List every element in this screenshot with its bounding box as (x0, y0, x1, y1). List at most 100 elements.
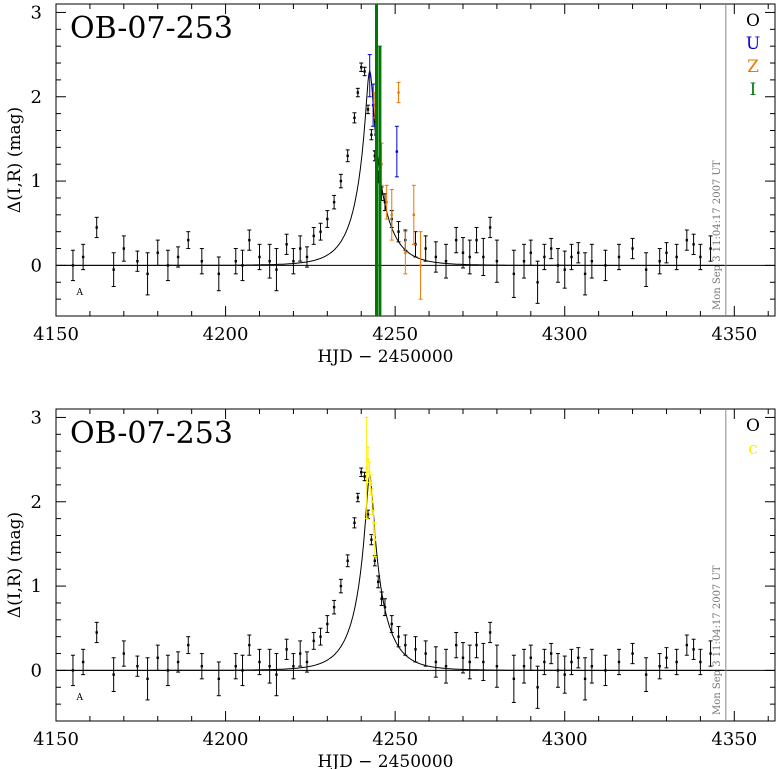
data-point (353, 521, 356, 525)
data-point (685, 643, 689, 647)
data-point (522, 259, 526, 263)
data-point (312, 234, 315, 238)
data-point (136, 664, 139, 668)
x-tick-label: 4300 (542, 324, 588, 345)
data-point (285, 648, 288, 651)
data-point (353, 116, 356, 120)
data-point (298, 652, 302, 655)
data-point (366, 108, 370, 111)
data-point (390, 213, 393, 217)
data-point (305, 660, 309, 664)
y-tick-label: 2 (31, 87, 42, 108)
data-point (339, 584, 343, 588)
data-point (383, 200, 387, 204)
legend-entry: Z (747, 57, 759, 77)
data-point (529, 251, 533, 254)
data-point (380, 192, 383, 195)
x-axis-label: HJD − 2450000 (317, 752, 453, 769)
data-point (95, 226, 98, 229)
data-point (339, 179, 343, 183)
data-point (346, 559, 349, 562)
data-point (590, 664, 594, 668)
small-marker-label: A (75, 288, 83, 298)
data-point (397, 230, 400, 233)
data-point (536, 686, 539, 689)
data-point (326, 217, 329, 221)
data-point (176, 255, 180, 259)
x-tick-label: 4150 (33, 324, 79, 345)
data-point (366, 513, 370, 516)
data-point (390, 622, 393, 626)
data-point (685, 238, 689, 242)
data-point (376, 175, 380, 179)
legend-entry: O (746, 11, 760, 31)
data-point (617, 255, 621, 259)
data-point (370, 133, 373, 136)
data-point (444, 664, 448, 668)
data-point (332, 200, 336, 204)
data-point (368, 471, 371, 474)
data-point (543, 660, 546, 664)
data-point (366, 458, 370, 461)
data-point (248, 238, 251, 242)
data-point (488, 631, 492, 634)
data-point (241, 264, 244, 267)
data-point (475, 643, 478, 647)
data-point (468, 660, 471, 664)
data-point (275, 268, 278, 271)
y-tick-label: 0 (31, 660, 42, 681)
legend-entry: I (750, 80, 757, 100)
chart-title: OB-07-253 (70, 11, 233, 46)
data-point (346, 154, 349, 157)
data-point (468, 255, 471, 259)
data-point (577, 251, 580, 254)
data-point (378, 179, 382, 183)
data-point (258, 660, 261, 664)
data-point (146, 272, 149, 276)
data-point (376, 580, 380, 584)
data-point (373, 538, 377, 541)
data-point (692, 648, 695, 651)
data-point (122, 247, 126, 250)
data-point (187, 643, 190, 647)
data-point (380, 163, 383, 166)
data-point (549, 652, 553, 655)
data-point (365, 466, 368, 470)
data-point (217, 272, 220, 276)
data-point (563, 673, 566, 676)
data-point (363, 70, 366, 73)
data-point (397, 635, 400, 638)
data-point (675, 660, 678, 664)
data-point (369, 483, 372, 487)
data-point (292, 664, 295, 668)
data-point (543, 255, 546, 259)
data-point (424, 652, 427, 655)
x-tick-label: 4150 (33, 729, 79, 750)
data-point (275, 673, 278, 676)
data-point (370, 538, 373, 541)
data-point (122, 652, 126, 655)
data-point (482, 255, 485, 259)
data-point (583, 677, 587, 681)
y-tick-label: 3 (31, 2, 42, 23)
plot-frame (55, 408, 776, 722)
data-point (200, 664, 204, 668)
data-point (631, 247, 634, 250)
data-point (444, 259, 448, 263)
y-tick-label: 0 (31, 255, 42, 276)
data-point (556, 669, 560, 672)
data-point (326, 622, 329, 626)
y-axis-label: Δ(I,R) (mag) (5, 107, 25, 213)
data-point (675, 255, 678, 259)
data-point (258, 255, 261, 259)
data-point (95, 631, 98, 634)
data-point (360, 66, 363, 69)
data-point (395, 150, 399, 153)
data-point (368, 74, 371, 77)
data-point (488, 226, 492, 229)
legend-entry: U (746, 34, 760, 54)
data-point (292, 259, 295, 263)
x-tick-label: 4250 (372, 324, 418, 345)
data-point (200, 259, 204, 263)
data-point (71, 669, 75, 672)
